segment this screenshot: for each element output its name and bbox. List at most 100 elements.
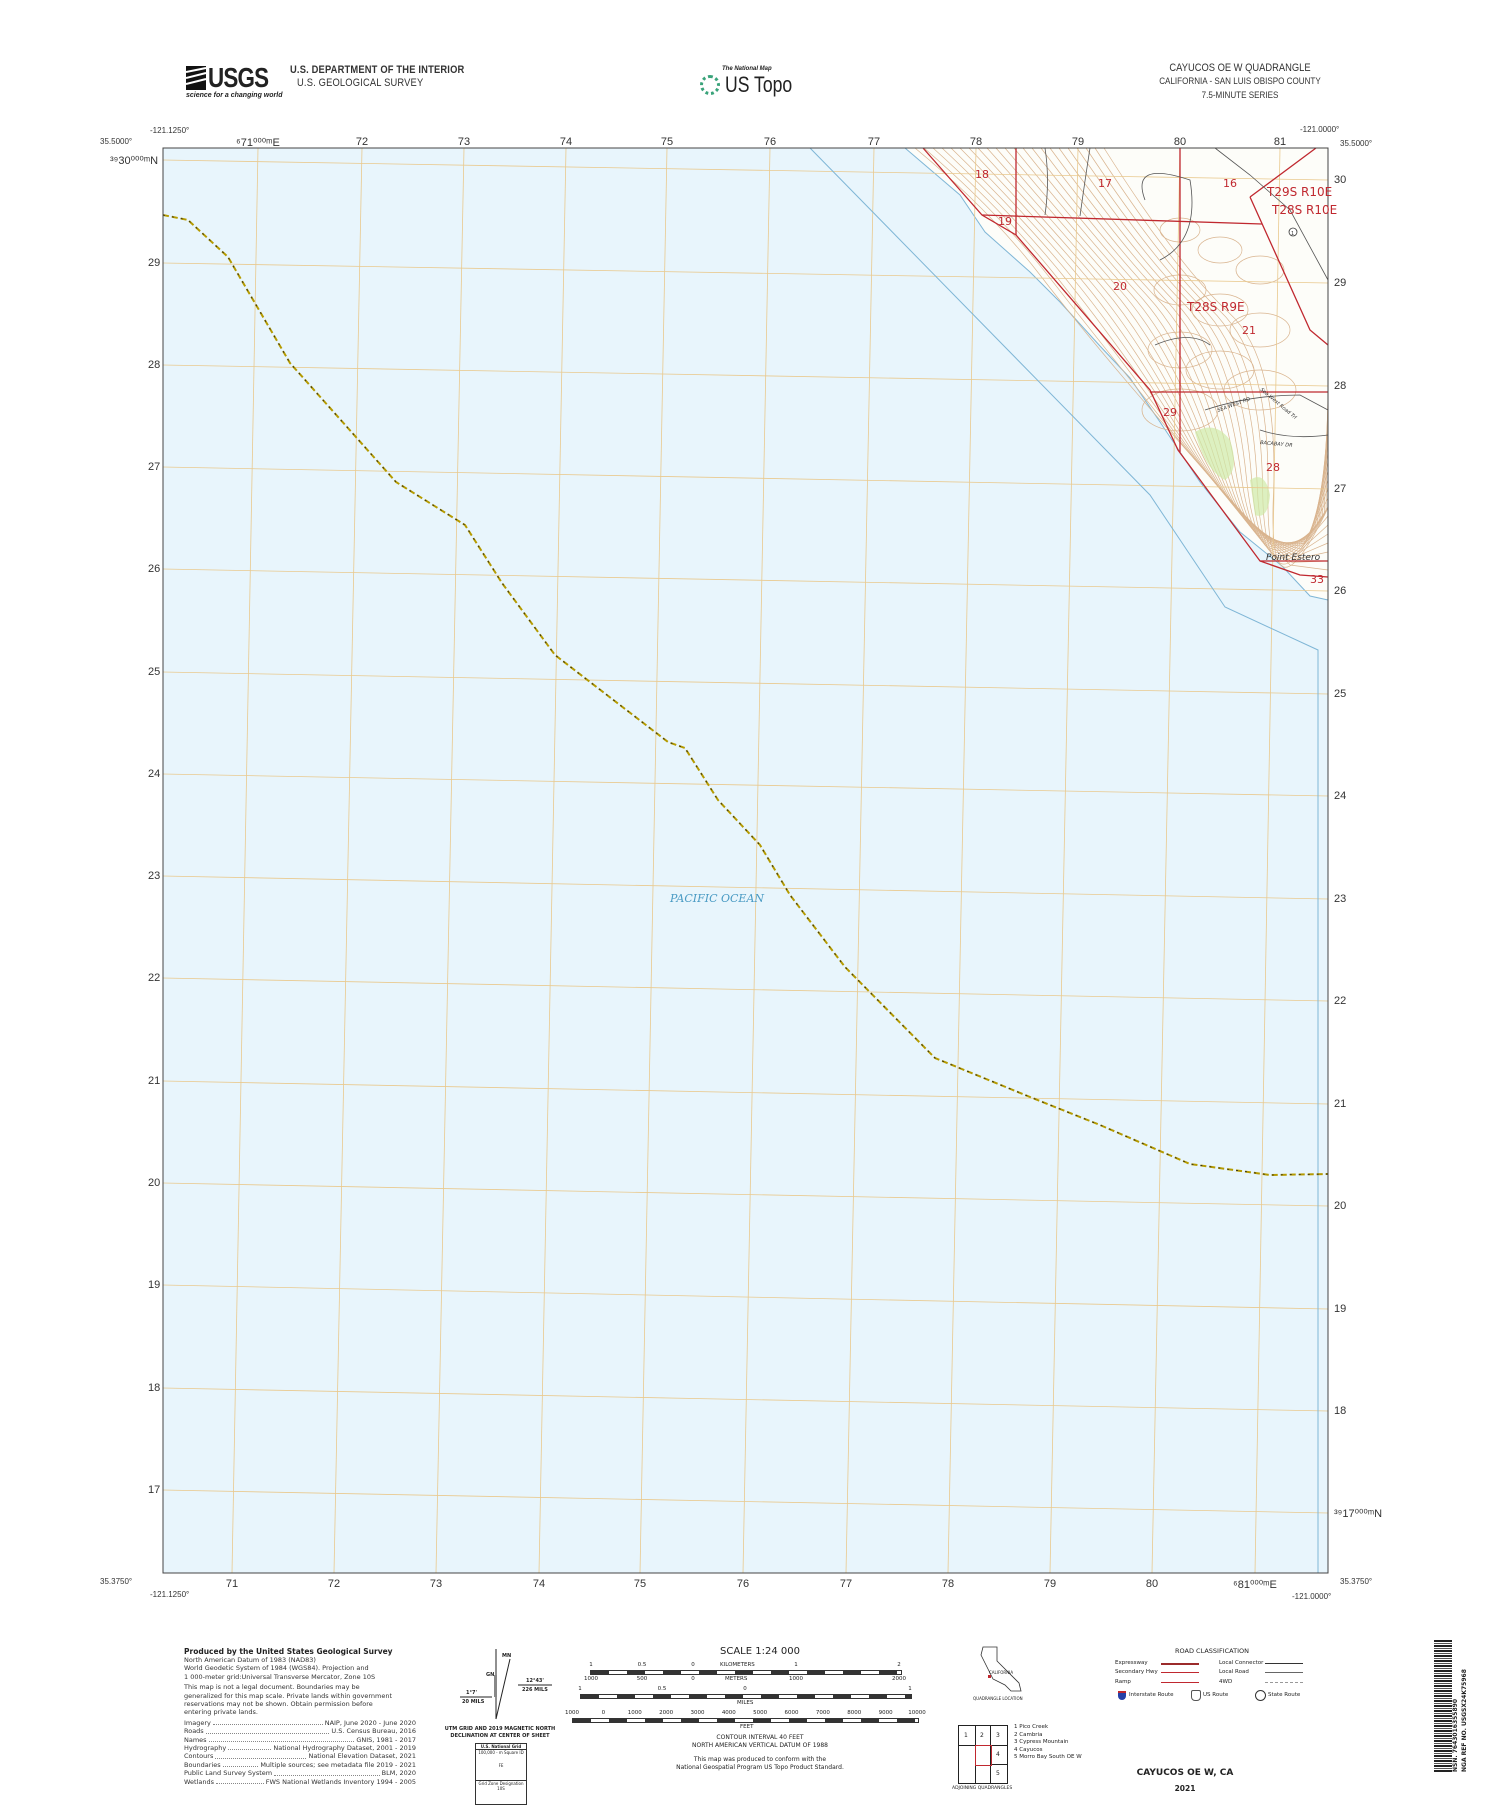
scale-tick: 7000 <box>815 1710 830 1716</box>
scale-tick: 0 <box>691 1662 695 1668</box>
usng-square-id: FE <box>498 1763 504 1768</box>
scale-tick: 8000 <box>847 1710 862 1716</box>
route-number: 1 <box>1291 231 1294 237</box>
current-quad-marker <box>975 1745 992 1766</box>
boundary-dash-overlay <box>162 214 1329 1176</box>
vegetation-patch <box>1195 427 1270 516</box>
survey-name: U.S. GEOLOGICAL SURVEY <box>297 77 424 89</box>
easting-label-bottom: 80 <box>1145 1578 1159 1590</box>
disclaimer-line: This map is not a legal document. Bounda… <box>184 1683 360 1692</box>
easting-label-top: 76 <box>763 136 777 148</box>
source-name: Contours <box>184 1752 214 1761</box>
northing-label-left: 25 <box>148 666 161 678</box>
neatline <box>162 147 1329 1574</box>
scale-tick: 1 <box>908 1686 912 1692</box>
easting-label-bottom: 72 <box>327 1578 341 1590</box>
scale-tick: 0.5 <box>657 1686 667 1692</box>
usng-zone: 10S <box>497 1786 505 1791</box>
legend-us-route: US Route <box>1203 1692 1229 1698</box>
northing-label-right: ³⁹17⁰⁰⁰ᵐN <box>1334 1508 1383 1520</box>
scale-tick: 10000 <box>908 1710 926 1716</box>
northing-label-right: 23 <box>1334 893 1347 905</box>
northing-label-right: 24 <box>1334 790 1347 802</box>
source-value: National Elevation Dataset, 2021 <box>308 1752 416 1761</box>
source-row: Public Land Survey System BLM, 2020 <box>184 1769 416 1777</box>
department-name: U.S. DEPARTMENT OF THE INTERIOR <box>290 64 465 76</box>
adjoining-cell: 5 <box>996 1770 1000 1777</box>
usng-zone-label: Grid Zone Designation <box>476 1780 526 1786</box>
northing-label-right: 21 <box>1334 1098 1347 1110</box>
adjoining-cell: 3 <box>996 1732 1000 1739</box>
scale-tick: 1000 <box>627 1710 642 1716</box>
legend-secondary-hwy: Secondary Hwy <box>1115 1669 1158 1675</box>
northing-label-left: 23 <box>148 870 161 882</box>
source-value: BLM, 2020 <box>381 1769 416 1778</box>
datum-line: World Geodetic System of 1984 (WGS84). P… <box>184 1664 369 1673</box>
scale-tick: 1 <box>794 1662 798 1668</box>
northing-label-right: 28 <box>1334 380 1347 392</box>
scale-unit: KILOMETERS <box>720 1662 755 1668</box>
corner-top-left-lon: -121.1250° <box>150 126 190 135</box>
scale-tick: 0.5 <box>637 1662 647 1668</box>
northing-label-right: 30 <box>1334 174 1347 186</box>
california-outline-icon <box>980 1646 1022 1692</box>
easting-label-top: 81 <box>1273 136 1287 148</box>
corner-bottom-right-lon: -121.0000° <box>1292 1592 1332 1601</box>
section-19: 19 <box>998 215 1012 228</box>
quad-state-county: CALIFORNIA - SAN LUIS OBISPO COUNTY <box>1159 76 1321 87</box>
location-caption: QUADRANGLE LOCATION <box>973 1696 1023 1701</box>
easting-label-top: 72 <box>355 136 369 148</box>
easting-label-top: ⁶71⁰⁰⁰ᵐE <box>236 137 280 149</box>
northing-label-right: 22 <box>1334 995 1347 1007</box>
quadrangle-location: CALIFORNIA QUADRANGLE LOCATION <box>973 1645 1035 1705</box>
pacific-ocean-label: PACIFIC OCEAN <box>669 892 764 905</box>
adjoining-grid: 1 2 3 4 5 <box>958 1725 1008 1784</box>
northing-label-right: 29 <box>1334 277 1347 289</box>
northing-label-right: 19 <box>1334 1303 1347 1315</box>
easting-label-bottom: 79 <box>1043 1578 1057 1590</box>
source-row: Imagery NAIP, June 2020 - June 2020 <box>184 1719 416 1727</box>
bottom-quad-title: CAYUCOS OE W, CA <box>1136 1768 1234 1778</box>
declination-caption: DECLINATION AT CENTER OF SHEET <box>450 1733 550 1739</box>
quad-title: CAYUCOS OE W QUADRANGLE <box>1169 62 1311 74</box>
source-name: Wetlands <box>184 1777 215 1786</box>
easting-label-bottom: ⁶81⁰⁰⁰ᵐE <box>1233 1579 1277 1591</box>
contour-interval: CONTOUR INTERVAL 40 FEET <box>716 1734 804 1741</box>
easting-label-top: 74 <box>559 136 573 148</box>
red-boundaries <box>922 147 1329 578</box>
township-t28s-r9e: T28S R9E <box>1186 300 1245 314</box>
location-state-label: CALIFORNIA <box>989 1670 1014 1675</box>
scale-tick: 1000 <box>789 1676 803 1682</box>
scale-tick: 0 <box>601 1710 606 1716</box>
source-value: FWS National Wetlands Inventory 1994 - 2… <box>265 1777 416 1786</box>
northing-label-left: 28 <box>148 359 161 371</box>
maritime-limit-line <box>809 147 1319 1573</box>
standard-note: This map was produced to conform with th… <box>693 1756 827 1763</box>
northing-label-left: 18 <box>148 1382 161 1394</box>
section-28: 28 <box>1266 461 1280 474</box>
scale-tick: 2000 <box>892 1676 906 1682</box>
legend-local-connector: Local Connector <box>1219 1660 1264 1666</box>
adjoining-cell: 1 <box>964 1732 968 1739</box>
scale-unit: METERS <box>725 1676 748 1682</box>
mile-scale-bar <box>580 1694 912 1699</box>
source-row: Roads U.S. Census Bureau, 2016 <box>184 1727 416 1735</box>
scale-tick: 1000 <box>565 1710 579 1716</box>
source-name: Boundaries <box>184 1760 221 1769</box>
adjoining-caption: ADJOINING QUADRANGLES <box>952 1786 1013 1791</box>
legend-state-route: State Route <box>1268 1692 1301 1698</box>
datum-line: 1 000-meter grid:Universal Transverse Me… <box>184 1672 376 1681</box>
corner-bottom-right-lat: 35.3750° <box>1340 1577 1373 1586</box>
source-value: GNIS, 1981 - 2017 <box>356 1735 416 1744</box>
state-route-circle-icon <box>1255 1690 1266 1701</box>
source-row: Contours National Elevation Dataset, 2021 <box>184 1752 416 1760</box>
section-16: 16 <box>1223 177 1237 190</box>
source-name: Imagery <box>184 1718 211 1727</box>
northing-label-left: 17 <box>148 1484 161 1496</box>
easting-label-bottom: 75 <box>633 1578 647 1590</box>
state-route-shield-icon <box>1288 227 1298 237</box>
us-route-shield-icon <box>1191 1690 1201 1701</box>
northing-label-left: 20 <box>148 1177 161 1189</box>
